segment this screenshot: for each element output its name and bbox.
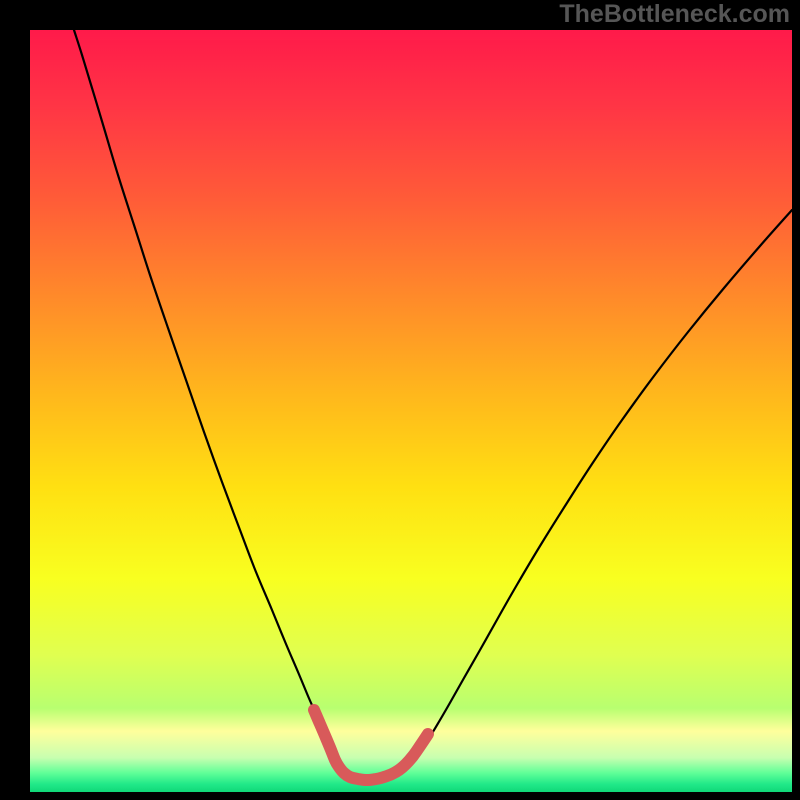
bottleneck-curve bbox=[74, 30, 792, 779]
optimal-range-marker bbox=[314, 710, 428, 780]
chart-frame: TheBottleneck.com bbox=[0, 0, 800, 800]
curves-layer bbox=[0, 0, 800, 800]
watermark-text: TheBottleneck.com bbox=[559, 0, 790, 29]
